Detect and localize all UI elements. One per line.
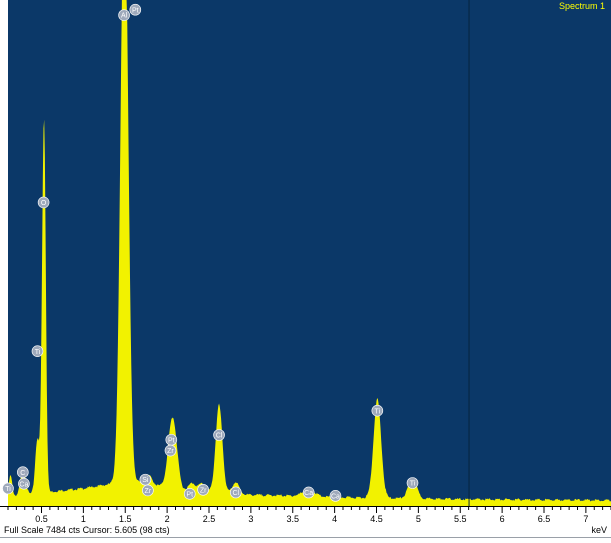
element-marker-label: Zr bbox=[145, 488, 152, 495]
spectrum-layer bbox=[8, 0, 611, 506]
element-marker: Pt bbox=[129, 3, 142, 16]
x-tick-label: 6 bbox=[500, 514, 505, 524]
x-tick-label: 1.5 bbox=[119, 514, 132, 524]
element-marker-circle bbox=[183, 488, 196, 500]
x-tick-label: 2.5 bbox=[203, 514, 216, 524]
element-marker-label: Pt bbox=[186, 491, 193, 498]
element-marker-circle bbox=[164, 444, 177, 457]
element-marker-label: Ca bbox=[19, 481, 28, 488]
element-marker: Ti bbox=[371, 404, 384, 417]
element-marker-circle bbox=[329, 490, 342, 502]
x-tick-label: 5 bbox=[416, 514, 421, 524]
element-marker-circle bbox=[197, 483, 209, 496]
x-tick-label: 1 bbox=[81, 514, 86, 524]
element-marker-label: Zr bbox=[167, 448, 174, 455]
element-marker-circle bbox=[31, 345, 44, 357]
element-marker-circle bbox=[129, 3, 142, 16]
element-marker-circle bbox=[17, 466, 29, 478]
status-bar: Full Scale 7484 cts Cursor: 5.605 (98 ct… bbox=[4, 525, 170, 535]
element-marker-circle bbox=[142, 484, 154, 497]
element-marker: Pt bbox=[183, 488, 196, 500]
x-axis: 0.5 1 1.5 2 2.5 3 3.5 4 4.5 5 5.5 6 6.5 7 bbox=[0, 506, 611, 524]
element-marker-circle bbox=[2, 482, 14, 495]
x-tick-label: 0.5 bbox=[35, 514, 48, 524]
x-tick-label: 6.5 bbox=[538, 514, 551, 524]
element-marker-label: Ca bbox=[331, 493, 340, 500]
element-marker: C bbox=[17, 466, 29, 478]
x-tick-label: 5.5 bbox=[454, 514, 467, 524]
element-marker: Zr bbox=[164, 444, 177, 457]
spectrum-area bbox=[8, 0, 611, 506]
unit-label: keV bbox=[591, 525, 607, 535]
x-tick-label: 4 bbox=[332, 514, 337, 524]
element-marker: Ca bbox=[302, 486, 315, 499]
element-marker-label: Si bbox=[142, 477, 149, 484]
element-marker-circle bbox=[213, 429, 225, 441]
element-marker-circle bbox=[118, 9, 130, 21]
element-marker-label: Al bbox=[121, 13, 128, 20]
element-marker-circle bbox=[371, 404, 384, 417]
cursor-text: Cursor: 5.605 bbox=[82, 525, 138, 535]
element-marker: Cl bbox=[230, 486, 242, 499]
element-marker: Ti bbox=[31, 345, 44, 357]
spectrum-label: Spectrum 1 bbox=[559, 1, 605, 11]
element-marker-label: Ti bbox=[35, 349, 41, 356]
element-marker-label: Ti bbox=[5, 486, 11, 493]
element-marker-circle bbox=[406, 477, 419, 489]
element-marker: Ti bbox=[2, 482, 14, 495]
x-tick-label: 2 bbox=[165, 514, 170, 524]
x-tick-label: 7 bbox=[583, 514, 588, 524]
element-marker-label: C bbox=[20, 470, 25, 477]
element-marker: Cl bbox=[213, 429, 225, 441]
plot-background bbox=[8, 0, 611, 506]
full-scale-text: Full Scale 7484 cts bbox=[4, 525, 81, 535]
x-tick-label: 3.5 bbox=[286, 514, 299, 524]
element-marker-circle bbox=[37, 196, 50, 209]
status-divider bbox=[0, 537, 611, 538]
cursor-counts-text: (98 cts) bbox=[139, 525, 170, 535]
element-marker-label: Cl bbox=[216, 433, 223, 440]
element-marker-label: Ca bbox=[304, 490, 313, 497]
element-marker-label: Ti bbox=[410, 481, 416, 488]
element-marker: O bbox=[37, 196, 50, 209]
element-marker-label: Ti bbox=[375, 408, 381, 415]
element-marker: Si bbox=[139, 473, 152, 486]
element-marker-label: Pt bbox=[132, 7, 139, 14]
element-marker: Ca bbox=[18, 477, 30, 490]
element-marker-label: O bbox=[41, 200, 47, 207]
element-marker-label: Pt bbox=[168, 437, 175, 444]
element-marker: Zr bbox=[197, 483, 209, 496]
element-marker: Ca bbox=[329, 490, 342, 502]
element-marker-circle bbox=[302, 486, 315, 499]
element-marker-circle bbox=[139, 473, 152, 486]
x-tick-label: 3 bbox=[248, 514, 253, 524]
element-marker: Pt bbox=[165, 433, 178, 446]
element-marker-label: Zr bbox=[200, 487, 207, 494]
element-marker: Ti bbox=[406, 477, 419, 489]
element-marker-circle bbox=[18, 477, 30, 490]
element-marker: Zr bbox=[142, 484, 154, 497]
element-marker-circle bbox=[230, 486, 242, 499]
x-tick-label: 4.5 bbox=[370, 514, 383, 524]
element-marker-label: Cl bbox=[232, 490, 239, 497]
element-marker-layer: Ti C Ca O Ti Al Pt Si Zr Pt Zr Pt Zr Cl Cl Ca Ca Ti Ti bbox=[2, 3, 419, 502]
element-marker: Al bbox=[118, 9, 130, 21]
